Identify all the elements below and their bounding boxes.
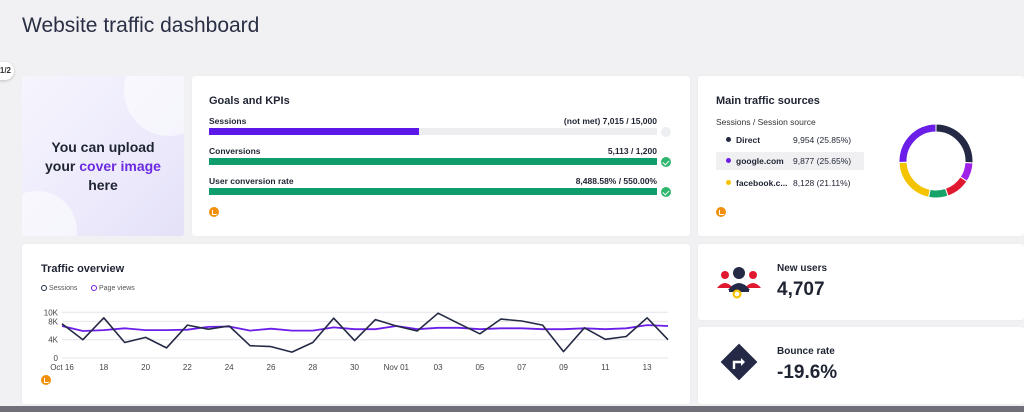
y-tick-label: 8K [48, 317, 58, 326]
kpi-progress-fill [209, 128, 419, 135]
source-value: 9,877 (25.65%) [793, 156, 852, 166]
source-name: facebook.c... [736, 178, 788, 188]
bounce-rate-value: -19.6% [777, 362, 838, 383]
y-tick-label: 10K [44, 308, 59, 317]
google-analytics-icon [41, 375, 51, 385]
traffic-sources-title: Main traffic sources [716, 95, 820, 107]
source-name: Direct [736, 135, 761, 145]
kpi-progress-fill [209, 158, 657, 165]
traffic-overview-card [22, 244, 690, 404]
cover-line-2: your [45, 158, 80, 174]
traffic-sources-donut-chart[interactable] [893, 118, 979, 204]
cover-image-link[interactable]: cover image [79, 158, 161, 174]
source-color-dot [726, 180, 731, 185]
donut-slice[interactable] [898, 123, 937, 164]
bounce-rate-label: Bounce rate [777, 346, 835, 357]
x-tick-label: 24 [225, 363, 234, 372]
sessions-series-line[interactable] [61, 312, 669, 353]
x-tick-label: Oct 16 [50, 363, 74, 372]
x-tick-label: 26 [267, 363, 276, 372]
users-icon [717, 267, 761, 299]
kpi-value: 8,488.58% / 550.00% [575, 176, 657, 186]
traffic-source-row[interactable]: google.com 9,877 (25.65%) [716, 152, 864, 170]
traffic-source-row[interactable]: facebook.c... 8,128 (21.11%) [716, 174, 864, 192]
kpi-value: 5,113 / 1,200 [607, 146, 657, 156]
x-tick-label: 13 [643, 363, 652, 372]
kpi-label: Sessions [209, 116, 247, 126]
goals-card [192, 76, 690, 236]
legend-page-views-label: Page views [99, 285, 135, 292]
x-tick-label: 11 [601, 363, 610, 372]
bottom-scrollbar[interactable] [0, 406, 1024, 412]
traffic-sources-subtitle: Sessions / Session source [716, 117, 816, 127]
new-users-card [698, 244, 1024, 320]
source-color-dot [726, 158, 731, 163]
source-value: 9,954 (25.85%) [793, 135, 852, 145]
sessions-legend-swatch [41, 285, 47, 291]
donut-slice[interactable] [927, 187, 949, 199]
kpi-value: (not met) 7,015 / 15,000 [563, 116, 657, 126]
legend-sessions-label: Sessions [49, 285, 78, 292]
x-tick-label: 28 [308, 363, 317, 372]
new-users-label: New users [777, 263, 828, 274]
x-tick-label: 18 [99, 363, 108, 372]
traffic-overview-title: Traffic overview [41, 263, 125, 275]
donut-slice[interactable] [898, 161, 931, 198]
x-tick-label: 09 [559, 363, 568, 372]
donut-slice[interactable] [935, 123, 974, 164]
source-value: 8,128 (21.11%) [793, 178, 851, 188]
cover-line-1: You can upload [51, 139, 155, 155]
source-color-dot [726, 137, 731, 142]
cover-line-3: here [88, 177, 118, 193]
new-users-value: 4,707 [777, 279, 825, 300]
x-tick-label: 05 [475, 363, 484, 372]
x-tick-label: 20 [141, 363, 150, 372]
check-icon [661, 157, 671, 167]
legend-page-views[interactable]: Page views [91, 285, 135, 292]
kpi-progress-fill [209, 188, 657, 195]
bounce-arrow-icon [720, 343, 758, 381]
x-tick-label: 30 [350, 363, 359, 372]
page-title: Website traffic dashboard [22, 14, 260, 37]
check-icon [661, 187, 671, 197]
x-tick-label: 07 [517, 363, 526, 372]
legend-sessions[interactable]: Sessions [41, 285, 77, 292]
cover-upload-text: You can upload your cover image here [22, 138, 184, 195]
x-tick-label: Nov 01 [384, 363, 410, 372]
traffic-source-row[interactable]: Direct 9,954 (25.85%) [716, 131, 864, 149]
google-analytics-icon [209, 207, 219, 217]
goals-title: Goals and KPIs [209, 95, 290, 107]
cover-image-placeholder[interactable]: You can upload your cover image here [22, 76, 184, 236]
x-tick-label: 22 [183, 363, 192, 372]
y-tick-label: 4K [48, 336, 58, 345]
kpi-label: User conversion rate [209, 176, 294, 186]
kpi-progress-track [209, 128, 657, 135]
kpi-progress-track [209, 158, 657, 165]
kpi-progress-track [209, 188, 657, 195]
pending-status-icon [661, 127, 671, 137]
google-analytics-icon [716, 207, 726, 217]
x-tick-label: 03 [434, 363, 443, 372]
donut-slice[interactable] [944, 176, 968, 197]
y-tick-label: 0 [54, 354, 59, 363]
source-name: google.com [736, 156, 784, 166]
page-indicator[interactable]: 1/2 [0, 62, 14, 80]
kpi-label: Conversions [209, 146, 261, 156]
page-views-legend-swatch [91, 285, 97, 291]
